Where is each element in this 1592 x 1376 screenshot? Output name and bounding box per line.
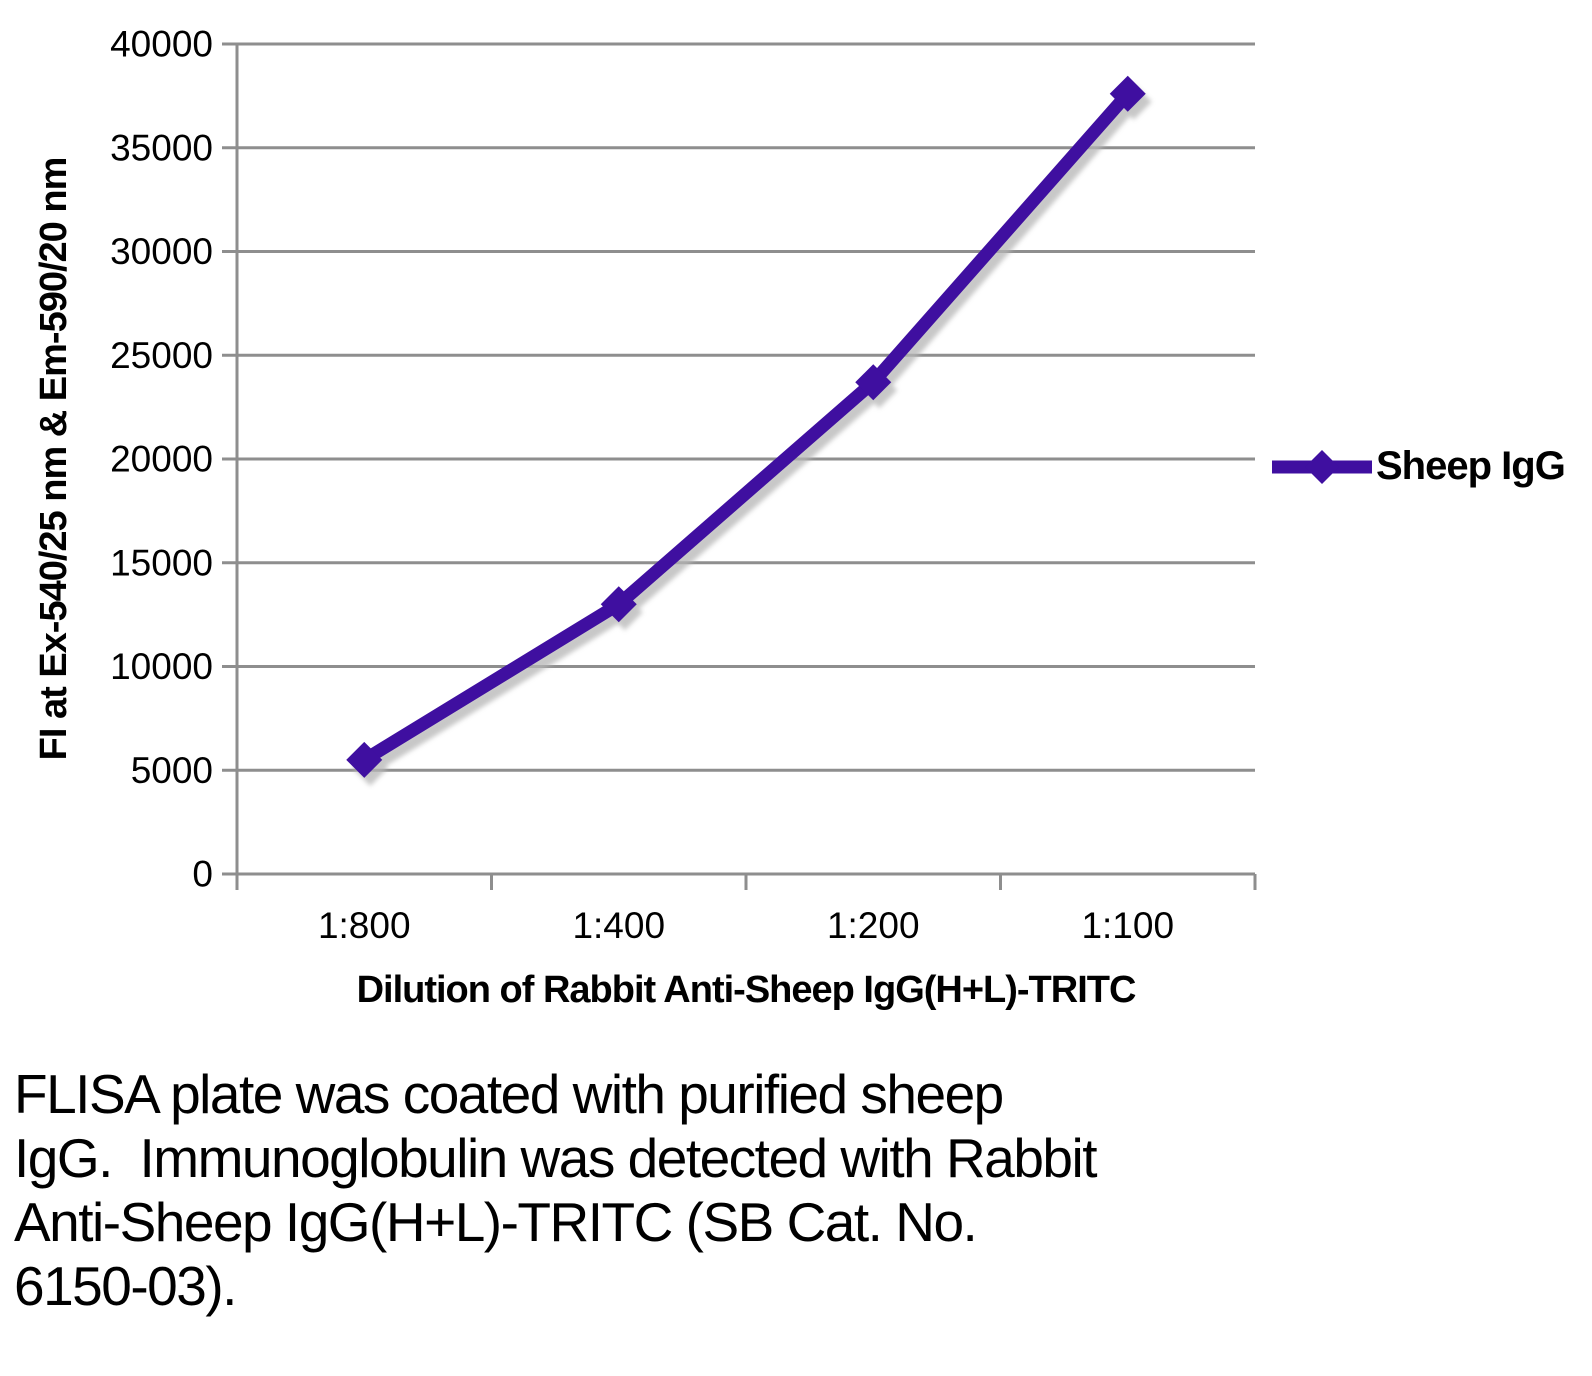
series-shadow	[352, 83, 1152, 786]
figure-caption: FLISA plate was coated with purified she…	[14, 1062, 1574, 1318]
y-tick-label: 40000	[110, 24, 213, 65]
x-tick-label: 1:400	[572, 905, 665, 946]
y-tick-label: 35000	[110, 127, 213, 168]
series-line	[357, 87, 1135, 767]
caption-line: 6150-03).	[14, 1255, 237, 1317]
caption-line: Anti-Sheep IgG(H+L)-TRITC (SB Cat. No.	[14, 1191, 978, 1253]
chart-container: 0 5000 10000 15000 20000 25000 30000 35000 40000…	[33, 24, 1566, 1012]
y-tick-label: 0	[192, 854, 213, 895]
series-line-shadow	[363, 95, 1141, 775]
y-tick-label: 20000	[110, 439, 213, 480]
data-point-marker	[855, 364, 892, 401]
line-chart: 0 5000 10000 15000 20000 25000 30000 35000 40000…	[33, 24, 1257, 1011]
y-tick-label: 30000	[110, 231, 213, 272]
data-point-marker	[600, 586, 637, 623]
x-tick-label: 1:200	[827, 905, 920, 946]
y-axis-title: FI at Ex-540/25 nm & Em-590/20 nm	[33, 158, 75, 761]
data-point-marker	[346, 741, 383, 778]
y-tick-label: 15000	[110, 542, 213, 583]
y-tick-label: 5000	[131, 750, 213, 791]
legend-diamond-icon	[1305, 449, 1339, 484]
legend-marker-icon	[1272, 449, 1372, 484]
x-tick-label: 1:100	[1081, 905, 1174, 946]
chart-legend: Sheep IgG	[1270, 444, 1566, 489]
y-tick-label: 10000	[110, 646, 213, 687]
y-tick-label: 25000	[110, 335, 213, 376]
caption-line: IgG. Immunoglobulin was detected with Ra…	[14, 1127, 1098, 1189]
legend-label: Sheep IgG	[1376, 444, 1566, 488]
x-tick-label: 1:800	[318, 905, 411, 946]
data-point-marker	[1109, 75, 1146, 112]
x-axis-title: Dilution of Rabbit Anti-Sheep IgG(H+L)-T…	[357, 969, 1136, 1011]
caption-line: FLISA plate was coated with purified she…	[14, 1063, 1004, 1125]
